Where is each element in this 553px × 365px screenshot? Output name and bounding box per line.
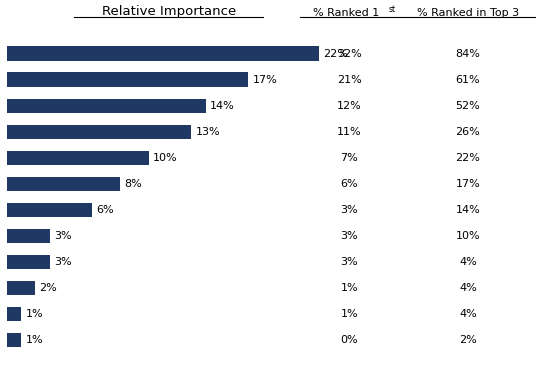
Text: 84%: 84% (456, 49, 481, 59)
Text: 13%: 13% (196, 127, 220, 137)
Text: 7%: 7% (341, 153, 358, 163)
Text: 26%: 26% (456, 127, 480, 137)
Text: 1%: 1% (341, 309, 358, 319)
Text: 14%: 14% (210, 101, 234, 111)
Text: 6%: 6% (341, 179, 358, 189)
Bar (7, 281, 35, 295)
Text: 61%: 61% (456, 74, 480, 85)
Text: 11%: 11% (337, 127, 362, 137)
Text: % Ranked 1: % Ranked 1 (314, 8, 380, 18)
Text: 2%: 2% (40, 283, 58, 293)
Text: st: st (388, 5, 395, 15)
Bar (7, 177, 121, 191)
Bar (7, 99, 206, 113)
Text: 1%: 1% (25, 309, 43, 319)
Text: 8%: 8% (124, 179, 143, 189)
Text: 4%: 4% (459, 257, 477, 267)
Text: 14%: 14% (456, 205, 480, 215)
Text: 6%: 6% (96, 205, 114, 215)
Text: 2%: 2% (459, 335, 477, 345)
Bar (7, 150, 149, 165)
Text: 4%: 4% (459, 309, 477, 319)
Text: 10%: 10% (153, 153, 178, 163)
Text: 3%: 3% (341, 231, 358, 241)
Text: 12%: 12% (337, 101, 362, 111)
Bar (7, 46, 319, 61)
Bar (7, 307, 21, 321)
Text: 22%: 22% (456, 153, 481, 163)
Text: 32%: 32% (337, 49, 362, 59)
Text: 17%: 17% (252, 74, 277, 85)
Bar (7, 333, 21, 347)
Bar (7, 203, 92, 217)
Bar (7, 228, 50, 243)
Text: Relative Importance: Relative Importance (102, 5, 236, 18)
Text: 22%: 22% (324, 49, 348, 59)
Bar (7, 73, 248, 87)
Text: 1%: 1% (341, 283, 358, 293)
Text: 3%: 3% (54, 231, 71, 241)
Text: 1%: 1% (25, 335, 43, 345)
Bar (7, 255, 50, 269)
Text: 3%: 3% (54, 257, 71, 267)
Text: 21%: 21% (337, 74, 362, 85)
Text: 3%: 3% (341, 205, 358, 215)
Text: 17%: 17% (456, 179, 480, 189)
Text: 0%: 0% (341, 335, 358, 345)
Text: 4%: 4% (459, 283, 477, 293)
Text: 3%: 3% (341, 257, 358, 267)
Text: % Ranked in Top 3: % Ranked in Top 3 (417, 8, 519, 18)
Bar (7, 124, 191, 139)
Text: 52%: 52% (456, 101, 480, 111)
Text: 10%: 10% (456, 231, 480, 241)
